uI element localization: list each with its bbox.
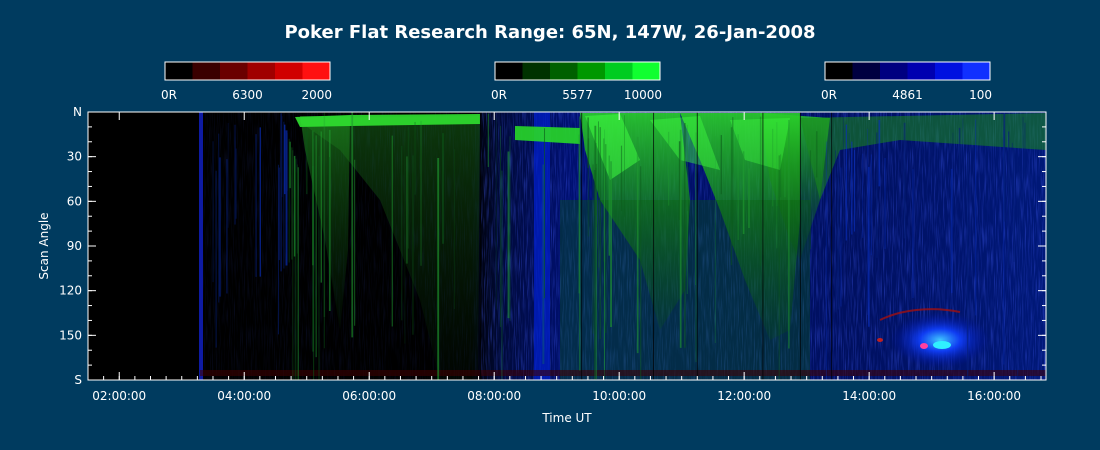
- colorbar-step: [577, 62, 606, 80]
- colorbar-wavelength-label: 5577: [562, 88, 593, 102]
- colorbar-step: [550, 62, 578, 80]
- y-tick-label: S: [74, 373, 82, 387]
- blue-stripe-3h10: [199, 112, 203, 380]
- x-tick-label: 06:00:00: [342, 389, 396, 403]
- colorbar-step: [852, 62, 881, 80]
- x-axis-label: Time UT: [541, 411, 592, 425]
- colorbar-wavelength-label: 4861: [892, 88, 923, 102]
- x-tick-label: 02:00:00: [92, 389, 146, 403]
- x-tick-label: 14:00:00: [842, 389, 896, 403]
- colorbar-step: [302, 62, 331, 80]
- blue-band-8h30: [534, 112, 550, 380]
- y-tick-label: 120: [59, 284, 82, 298]
- y-axis-label: Scan Angle: [37, 212, 51, 279]
- red-band-bottom: [200, 370, 1046, 376]
- red-arc-15h: [879, 308, 961, 321]
- colorbar-step: [220, 62, 248, 80]
- colorbar-step: [495, 62, 523, 80]
- colorbar-5577: 0R 5577 10000: [491, 61, 662, 102]
- y-tick-label: 60: [67, 194, 82, 208]
- colorbar-step: [907, 62, 936, 80]
- colorbar-6300: 0R 6300 2000: [161, 61, 332, 102]
- colorbar-wavelength-label: 6300: [232, 88, 263, 102]
- colorbar-step: [165, 62, 193, 80]
- x-axis: 02:00:00 04:00:00 06:00:00 08:00:00 10:00:00…: [87, 112, 1042, 403]
- colorbar-step: [247, 62, 276, 80]
- colorbar-max-label: 2000: [301, 88, 332, 102]
- green-band-8h: [515, 126, 580, 144]
- time-streaks: [212, 112, 1026, 380]
- green-diffuse-late: [800, 113, 1046, 200]
- colorbar-min-label: 0R: [491, 88, 507, 102]
- colorbar-step: [962, 62, 991, 80]
- colorbar-max-label: 10000: [624, 88, 662, 102]
- green-glow-10h: [650, 116, 720, 170]
- y-tick-label: N: [73, 105, 82, 119]
- colorbar-step: [825, 62, 853, 80]
- colorbar-step: [522, 62, 551, 80]
- blue-cloud-15h: [890, 312, 990, 368]
- green-glow-9h: [585, 114, 640, 180]
- y-tick-label: 90: [67, 239, 82, 253]
- cyan-spot-15h: [933, 341, 951, 349]
- colorbar-min-label: 0R: [821, 88, 837, 102]
- y-tick-label: 30: [67, 150, 82, 164]
- colorbar-min-label: 0R: [161, 88, 177, 102]
- green-arc-early: [300, 116, 480, 380]
- red-spot-14h: [877, 338, 883, 342]
- x-tick-label: 16:00:00: [967, 389, 1021, 403]
- green-arc-band-top: [295, 114, 480, 127]
- colorbar-step: [880, 62, 908, 80]
- x-tick-label: 08:00:00: [467, 389, 521, 403]
- chart-title: Poker Flat Research Range: 65N, 147W, 26…: [284, 22, 815, 43]
- colorbar-step: [275, 62, 303, 80]
- x-tick-label: 12:00:00: [717, 389, 771, 403]
- colorbar-step: [605, 62, 633, 80]
- x-tick-label: 04:00:00: [217, 389, 271, 403]
- colorbar-max-label: 100: [969, 88, 992, 102]
- y-axis: N 30 60 90 120 150 S: [59, 105, 1046, 387]
- colorbar-frame: [494, 61, 661, 81]
- colorbar-frame: [164, 61, 331, 81]
- magenta-spot-15h: [920, 343, 928, 349]
- colorbars: 0R 6300 2000 0R 5577 10000 0R 4861 100: [161, 61, 992, 102]
- green-glow-11h: [730, 118, 790, 170]
- colorbar-step: [935, 62, 963, 80]
- colorbar-step: [192, 62, 221, 80]
- colorbar-step: [632, 62, 661, 80]
- x-tick-label: 10:00:00: [592, 389, 646, 403]
- colorbar-frame: [824, 61, 991, 81]
- colorbar-4861: 0R 4861 100: [821, 61, 992, 102]
- keogram-image: [88, 112, 1046, 380]
- y-tick-label: 150: [59, 328, 82, 342]
- green-haze-midday: [560, 200, 810, 380]
